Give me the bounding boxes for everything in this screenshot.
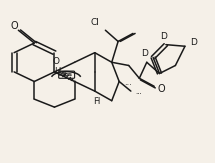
Text: O: O — [10, 21, 18, 31]
FancyBboxPatch shape — [59, 71, 75, 78]
Text: ···: ··· — [135, 91, 142, 97]
Text: ···: ··· — [124, 81, 132, 90]
Text: O: O — [158, 84, 165, 94]
Text: D: D — [160, 32, 167, 41]
Text: O: O — [52, 57, 59, 66]
Text: abs: abs — [61, 72, 72, 77]
Text: abs: abs — [61, 72, 72, 77]
Text: H: H — [54, 67, 61, 76]
Text: H̄: H̄ — [93, 97, 99, 106]
Text: Cl: Cl — [90, 18, 99, 27]
Text: D: D — [190, 38, 197, 47]
Text: D: D — [141, 49, 148, 58]
